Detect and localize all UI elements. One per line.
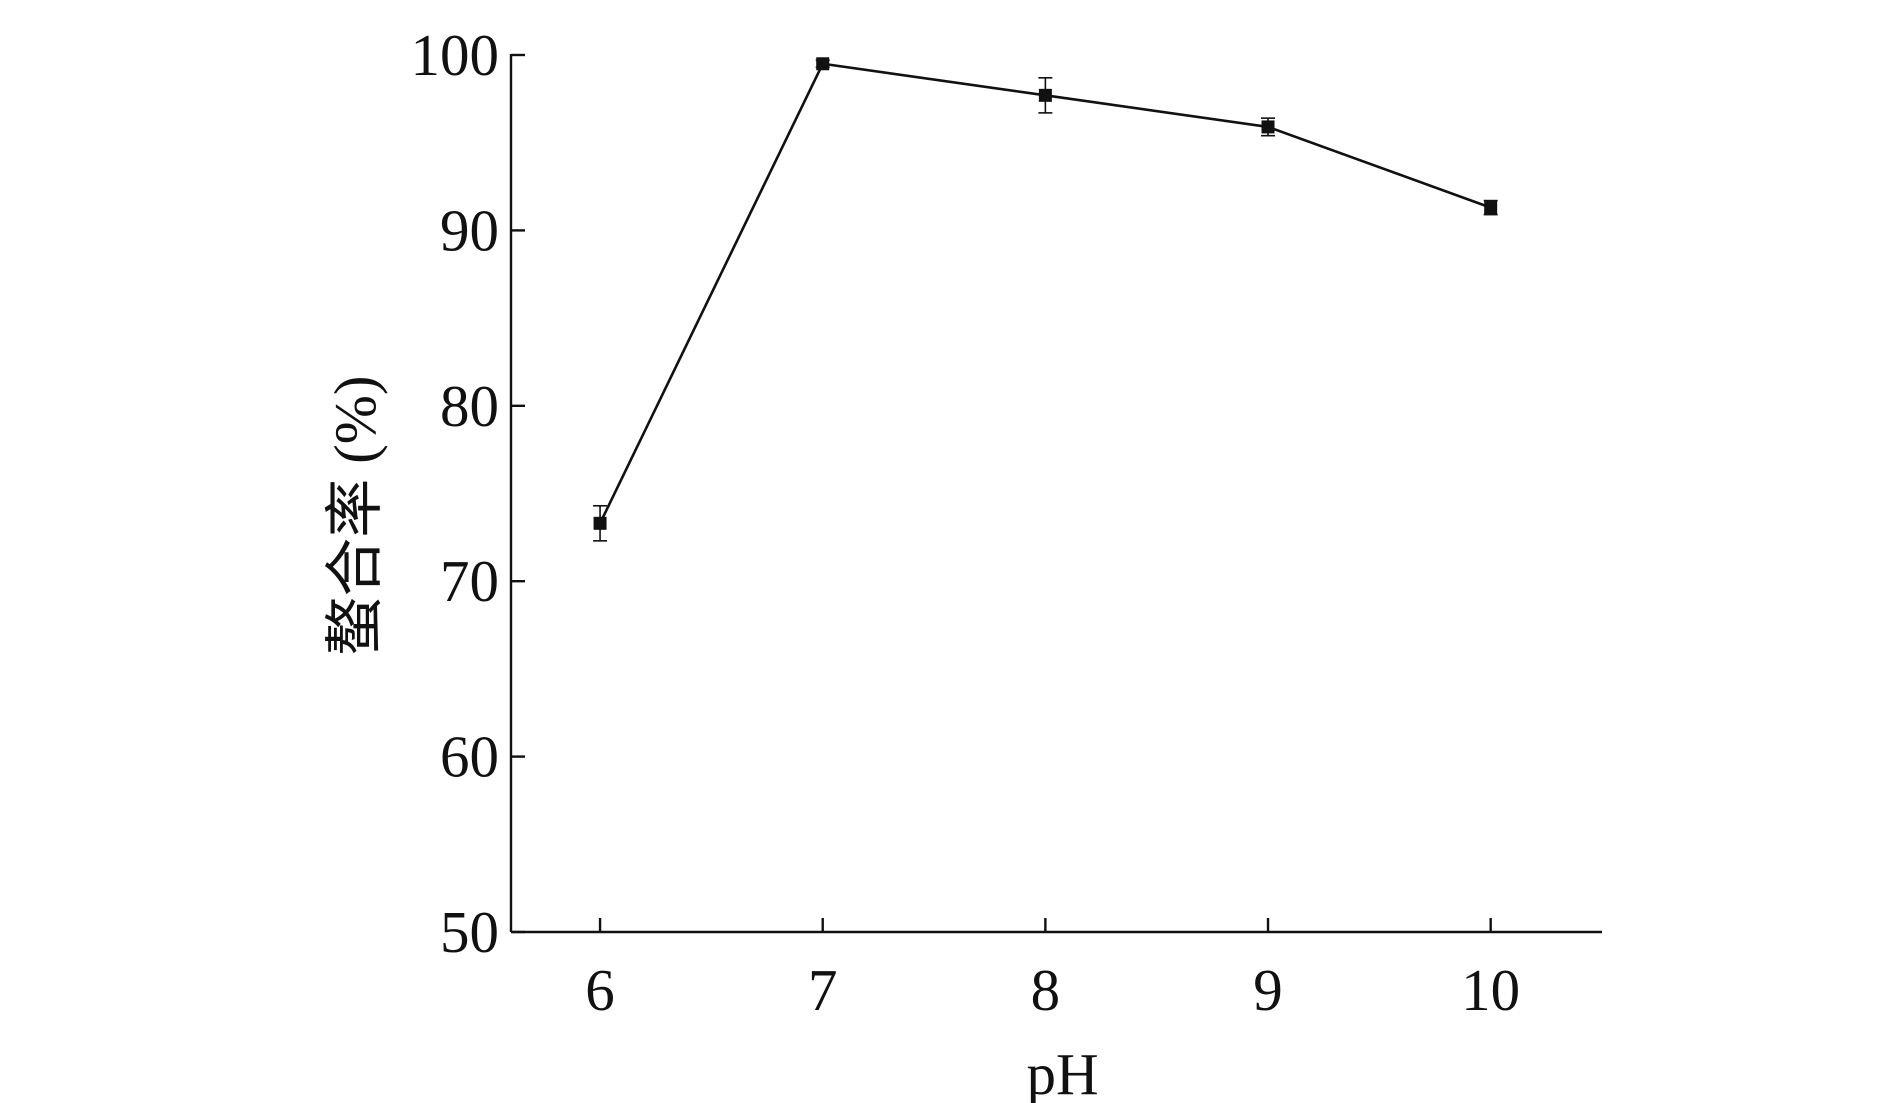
y-axis-label: 螯合率 (%) — [322, 375, 388, 655]
series-layer — [593, 57, 1498, 542]
x-tick-label: 9 — [1253, 957, 1283, 1023]
y-tick-label: 80 — [440, 373, 499, 439]
y-tick-label: 60 — [440, 724, 499, 790]
x-tick-label: 8 — [1031, 957, 1061, 1023]
ticks-layer: 50 60 70 80 90 100 6 7 8 9 10 — [411, 22, 1521, 1023]
y-tick-label: 90 — [440, 197, 499, 263]
y-tick-label: 50 — [440, 899, 499, 965]
x-tick-label: 6 — [585, 957, 615, 1023]
x-tick-label: 7 — [808, 957, 838, 1023]
x-tick-label: 10 — [1461, 957, 1520, 1023]
data-point — [816, 57, 830, 71]
y-tick-label: 100 — [411, 22, 500, 88]
data-point — [1484, 201, 1498, 215]
series-line — [598, 62, 1492, 524]
axes-layer — [509, 54, 1602, 934]
data-point — [593, 516, 607, 530]
y-tick-label: 70 — [440, 548, 499, 614]
data-point — [1261, 120, 1275, 134]
data-point — [1038, 88, 1052, 102]
x-axis-label: pH — [1026, 1041, 1098, 1103]
